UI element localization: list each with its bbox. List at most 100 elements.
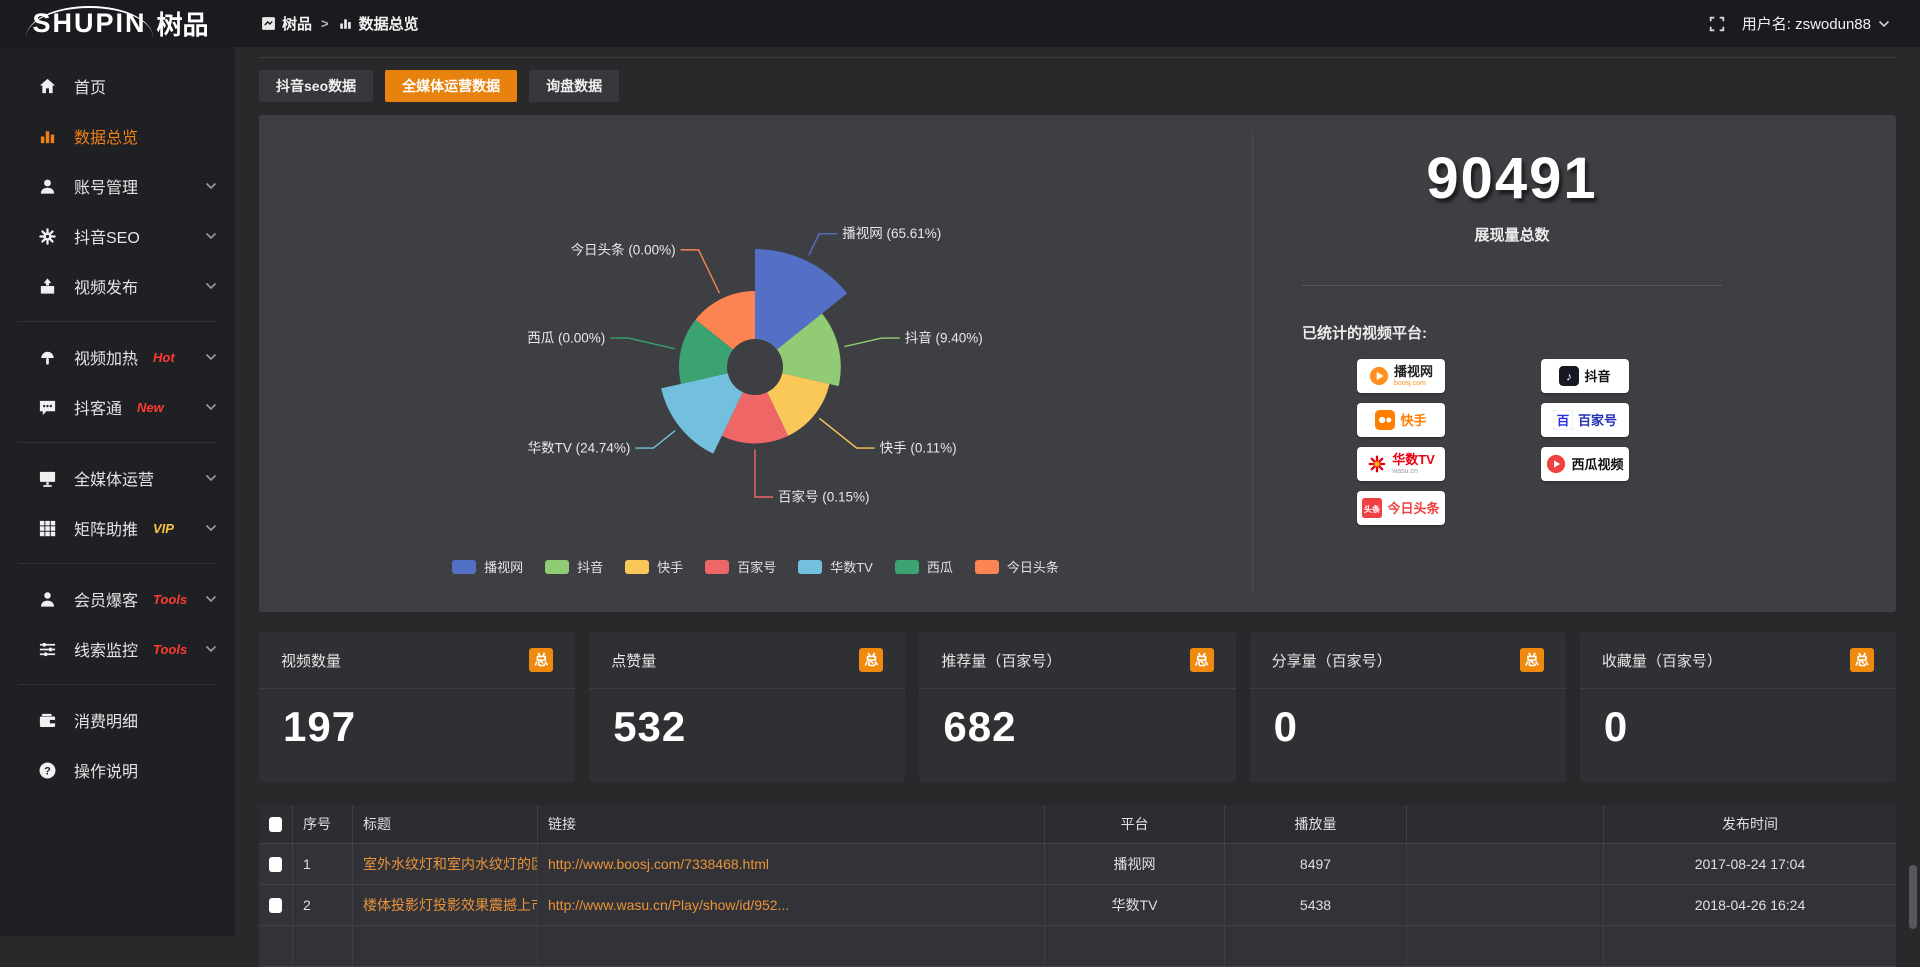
sidebar-item-label: 会员爆客 — [74, 593, 139, 610]
platform-badge-7[interactable]: 头条 今日头条 — [1357, 491, 1445, 525]
video-title-link[interactable]: 楼体投影灯投影效果震撼上市 — [363, 897, 538, 913]
user-menu[interactable]: 用户名: zswodun88 — [1742, 13, 1890, 34]
table-cell: 楼体投影灯投影效果震撼上市 — [353, 885, 538, 925]
platform-badge-4[interactable]: 百百家号 — [1541, 403, 1629, 437]
fullscreen-icon[interactable] — [1708, 15, 1726, 33]
total-badge[interactable]: 总 — [1850, 648, 1875, 672]
table-cell — [1407, 926, 1604, 966]
svg-text:♪: ♪ — [1567, 370, 1573, 384]
platform-badge-3[interactable]: 快手 — [1357, 403, 1445, 437]
table-header-cell: 播放量 — [1225, 805, 1407, 843]
sidebar-item-9[interactable]: 矩阵助推 VIP — [0, 503, 235, 553]
pie-label-line — [754, 449, 773, 498]
app-logo[interactable]: SHUPIN 树品 — [0, 5, 235, 42]
video-url-link[interactable]: http://www.boosj.com/7338468.html — [548, 856, 770, 872]
sidebar: 首页数据总览 账号管理 抖音SEO 视频发布视频加热 Hot 抖客通 New 全媒体运营矩阵助… — [0, 47, 235, 936]
chevron-down-icon — [205, 282, 217, 290]
select-all-checkbox[interactable] — [269, 816, 282, 832]
legend-item-4[interactable]: 百家号 — [705, 557, 776, 576]
sidebar-item-label: 全媒体运营 — [74, 472, 155, 489]
sidebar-item-1[interactable]: 首页 — [0, 61, 235, 111]
platform-badges: 播视网 boosj.com ♪ 抖音快手 百百家号华数TV wasu.cn 西瓜视频头条 今日… — [1357, 359, 1742, 525]
sidebar-item-13[interactable]: ? 操作说明 — [0, 745, 235, 795]
row-checkbox[interactable] — [269, 856, 282, 872]
grid-icon — [38, 519, 57, 538]
overview-panel: 播视网 (65.61%) 抖音 (9.40%) 快手 (0.11%) 百家号 (0.1… — [259, 115, 1896, 612]
table-row-3 — [259, 926, 1896, 967]
total-badge[interactable]: 总 — [859, 648, 884, 672]
legend-swatch — [625, 559, 650, 574]
legend-item-5[interactable]: 华数TV — [798, 557, 873, 576]
sidebar-item-12[interactable]: 消费明细 — [0, 695, 235, 745]
sidebar-item-4[interactable]: 抖音SEO — [0, 211, 235, 261]
row-checkbox[interactable] — [269, 897, 282, 913]
video-title-link[interactable]: 室外水纹灯和室内水纹灯的区别和简介 — [363, 856, 537, 872]
pie-label: 百家号 (0.15%) — [778, 489, 870, 505]
sidebar-item-label: 操作说明 — [74, 764, 139, 781]
sidebar-item-11[interactable]: 线索监控 Tools — [0, 624, 235, 674]
tab-2[interactable]: 全媒体运营数据 — [385, 70, 518, 102]
pie-slice-6[interactable] — [679, 319, 734, 384]
panel-vertical-divider — [1252, 133, 1253, 594]
table-header-cell: 序号 — [293, 805, 353, 843]
pie-slice-1[interactable] — [755, 249, 848, 350]
platform-badge-2[interactable]: ♪ 抖音 — [1541, 359, 1629, 393]
sidebar-item-5[interactable]: 视频发布 — [0, 261, 235, 311]
sidebar-item-8[interactable]: 全媒体运营 — [0, 453, 235, 503]
bar-chart-icon — [338, 16, 353, 31]
sliders-icon — [38, 640, 57, 659]
legend-item-1[interactable]: 播视网 — [452, 557, 523, 576]
tab-1[interactable]: 抖音seo数据 — [259, 70, 374, 102]
table-cell: 5438 — [1225, 885, 1407, 925]
table-cell — [1225, 926, 1407, 966]
legend-swatch — [452, 559, 477, 574]
page-scrollbar-thumb[interactable] — [1909, 865, 1917, 929]
table-cell: 播视网 — [1045, 844, 1225, 884]
pie-slice-2[interactable] — [776, 313, 841, 387]
video-url-link[interactable]: http://www.wasu.cn/Play/show/id/952... — [548, 897, 790, 913]
table-cell — [259, 885, 293, 925]
tab-3[interactable]: 询盘数据 — [529, 70, 620, 102]
legend-item-7[interactable]: 今日头条 — [974, 557, 1059, 576]
platform-name: 今日头条 — [1387, 500, 1440, 516]
platform-name: 西瓜视频 — [1571, 456, 1624, 472]
sidebar-item-6[interactable]: 视频加热 Hot — [0, 332, 235, 382]
total-badge[interactable]: 总 — [529, 648, 554, 672]
chart-legend: 播视网 抖音 快手 百家号 华数TV 西瓜 今日头条 — [259, 557, 1252, 576]
pie-slice-3[interactable] — [767, 373, 830, 436]
table-header-cell: 链接 — [538, 805, 1045, 843]
breadcrumb-current[interactable]: 数据总览 — [338, 13, 419, 34]
platform-badge-6[interactable]: 西瓜视频 — [1541, 447, 1629, 481]
sidebar-item-3[interactable]: 账号管理 — [0, 161, 235, 211]
kuaishou-logo — [1375, 410, 1396, 430]
stat-card-value: 0 — [1603, 703, 1629, 750]
table-row-2: 2 楼体投影灯投影效果震撼上市 http://www.wasu.cn/Play/sh… — [259, 885, 1896, 926]
sidebar-item-tag: VIP — [153, 520, 174, 536]
legend-item-3[interactable]: 快手 — [625, 557, 683, 576]
chevron-down-icon — [205, 353, 217, 361]
platform-badge-1[interactable]: 播视网 boosj.com — [1357, 359, 1445, 393]
legend-item-6[interactable]: 西瓜 — [894, 557, 953, 576]
pie-slice-4[interactable] — [721, 392, 789, 444]
sidebar-item-7[interactable]: 抖客通 New — [0, 382, 235, 432]
pie-slice-7[interactable] — [695, 291, 755, 350]
platform-badge-5[interactable]: 华数TV wasu.cn — [1357, 447, 1445, 481]
wallet-icon — [38, 711, 57, 730]
chevron-down-icon — [205, 474, 217, 482]
sidebar-item-tag: Tools — [153, 641, 188, 657]
sidebar-item-2[interactable]: 数据总览 — [0, 111, 235, 161]
sidebar-item-label: 首页 — [74, 80, 107, 97]
table-header-cell: 平台 — [1045, 805, 1225, 843]
chevron-down-icon — [205, 645, 217, 653]
legend-item-2[interactable]: 抖音 — [545, 557, 603, 576]
total-badge[interactable]: 总 — [1189, 648, 1214, 672]
sidebar-item-10[interactable]: 会员爆客 Tools — [0, 574, 235, 624]
sidebar-divider — [18, 563, 217, 564]
svg-text:?: ? — [44, 765, 51, 777]
cell-value: 8497 — [1299, 856, 1332, 872]
total-badge[interactable]: 总 — [1519, 648, 1544, 672]
pie-slice-5[interactable] — [661, 373, 743, 454]
pie-label-line — [610, 337, 676, 350]
publish-icon — [38, 277, 57, 296]
breadcrumb-root[interactable]: 树品 — [261, 13, 312, 34]
